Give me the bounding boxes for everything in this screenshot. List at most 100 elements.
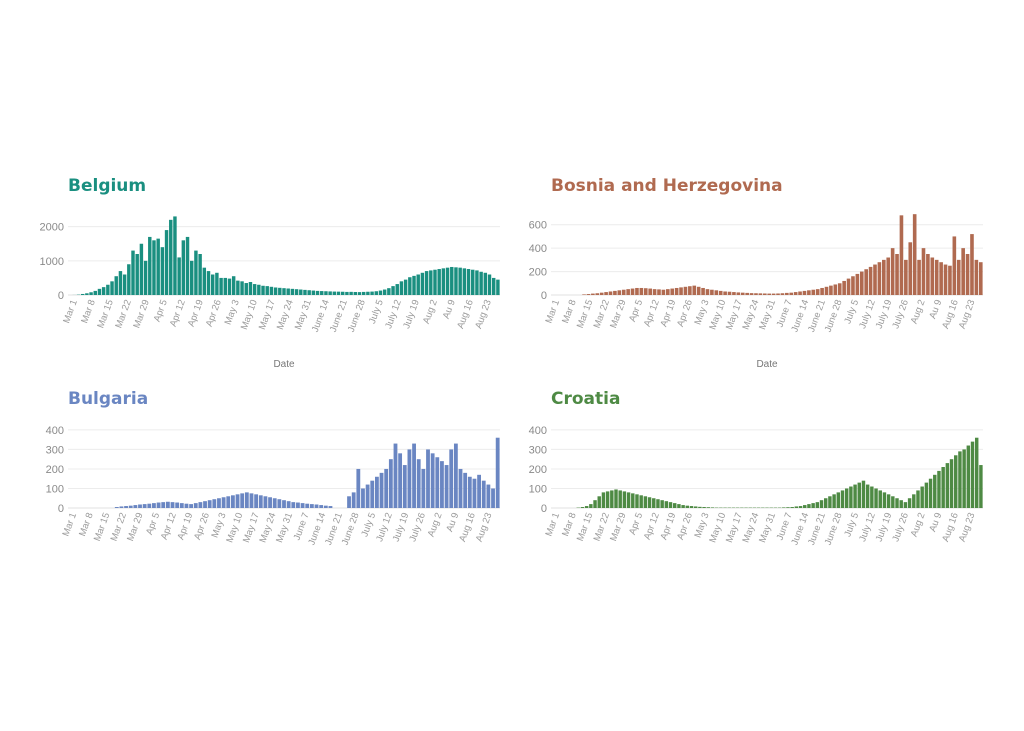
bar: [833, 284, 838, 295]
bar: [618, 490, 622, 508]
bar: [366, 291, 370, 295]
bar: [236, 280, 240, 295]
bar: [698, 506, 702, 508]
bar: [375, 476, 379, 508]
x-tick-label: Aug 2: [421, 298, 440, 325]
bar: [745, 292, 749, 295]
bar: [589, 504, 593, 508]
bar: [608, 291, 613, 295]
bar: [395, 284, 399, 295]
bar: [407, 449, 412, 508]
bar: [248, 282, 253, 295]
bar: [794, 506, 799, 508]
bar: [139, 243, 144, 295]
bar: [118, 271, 123, 295]
bar: [604, 292, 608, 295]
bar: [152, 240, 156, 295]
bar: [789, 292, 794, 295]
bar: [652, 498, 656, 508]
x-tick-label: Mar 29: [131, 298, 151, 330]
bar: [467, 476, 472, 508]
bar: [97, 288, 102, 295]
bar: [122, 274, 127, 295]
bar: [970, 441, 975, 508]
bar: [857, 482, 861, 508]
bar: [702, 507, 706, 508]
bar: [445, 267, 450, 295]
bar: [314, 504, 319, 508]
bar: [286, 288, 290, 295]
bar: [202, 267, 207, 295]
bar: [961, 248, 965, 295]
x-tick-label: Apr 26: [204, 298, 224, 328]
bar: [706, 507, 710, 508]
bar: [393, 443, 398, 508]
bar: [198, 254, 202, 295]
bar: [886, 257, 891, 295]
bar: [945, 463, 950, 508]
bar: [254, 494, 259, 508]
bar: [294, 289, 299, 295]
bar: [802, 290, 807, 295]
y-tick-label: 600: [529, 220, 547, 232]
bar: [807, 504, 811, 508]
bar: [207, 500, 212, 508]
bar: [886, 494, 891, 508]
bar: [798, 506, 803, 508]
bar: [311, 290, 316, 295]
bar: [458, 468, 463, 508]
bar: [824, 498, 828, 508]
bar: [356, 468, 361, 508]
bar: [851, 276, 855, 295]
bar: [584, 506, 589, 508]
bar: [912, 214, 917, 295]
bar: [767, 293, 772, 295]
bar: [273, 287, 278, 295]
bar: [639, 495, 643, 508]
bar: [361, 291, 366, 295]
bar: [424, 271, 429, 295]
bar: [736, 292, 741, 295]
bar: [819, 500, 824, 508]
bar: [370, 291, 374, 295]
bar: [630, 288, 635, 295]
bar: [917, 259, 921, 295]
bar: [660, 500, 664, 508]
bar: [319, 505, 324, 508]
bar: [591, 293, 595, 295]
bar: [846, 278, 851, 295]
bar: [161, 502, 166, 508]
bar: [610, 490, 614, 508]
bar: [131, 250, 135, 295]
bar: [429, 270, 433, 295]
bar: [119, 506, 124, 508]
bar: [291, 502, 296, 508]
bar: [147, 503, 152, 508]
bar: [926, 254, 930, 295]
bar: [928, 478, 933, 508]
bar: [231, 276, 236, 295]
bar: [215, 272, 219, 295]
bar: [811, 503, 815, 508]
bar: [668, 502, 673, 508]
bar: [647, 497, 652, 508]
bar: [263, 496, 268, 508]
bar: [840, 490, 845, 508]
bar: [328, 291, 332, 295]
bar: [710, 289, 714, 295]
chart-title: Bosnia and Herzegovina: [551, 176, 783, 196]
bar: [937, 470, 941, 508]
bar: [89, 292, 93, 295]
bar: [231, 495, 235, 508]
bar: [351, 492, 356, 508]
bar: [890, 248, 895, 295]
bar: [387, 288, 391, 295]
bar: [179, 503, 184, 508]
bar: [193, 503, 198, 508]
bar: [670, 288, 675, 295]
bar: [762, 293, 767, 295]
bar: [958, 451, 962, 508]
